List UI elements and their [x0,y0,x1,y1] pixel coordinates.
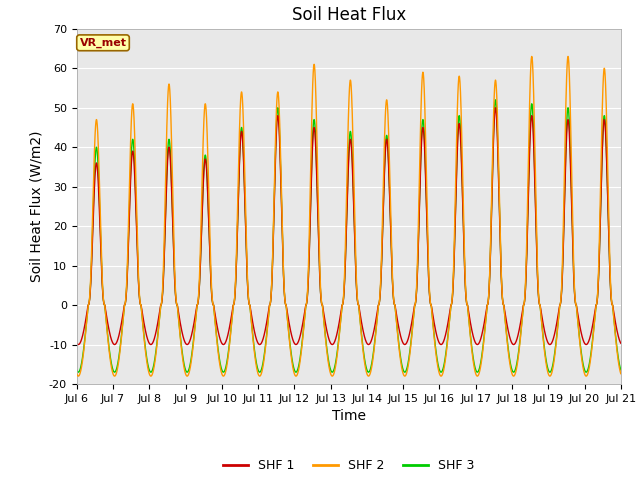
Y-axis label: Soil Heat Flux (W/m2): Soil Heat Flux (W/m2) [29,131,44,282]
Legend: SHF 1, SHF 2, SHF 3: SHF 1, SHF 2, SHF 3 [218,454,479,477]
X-axis label: Time: Time [332,409,366,423]
Title: Soil Heat Flux: Soil Heat Flux [292,6,406,24]
Text: VR_met: VR_met [79,37,127,48]
